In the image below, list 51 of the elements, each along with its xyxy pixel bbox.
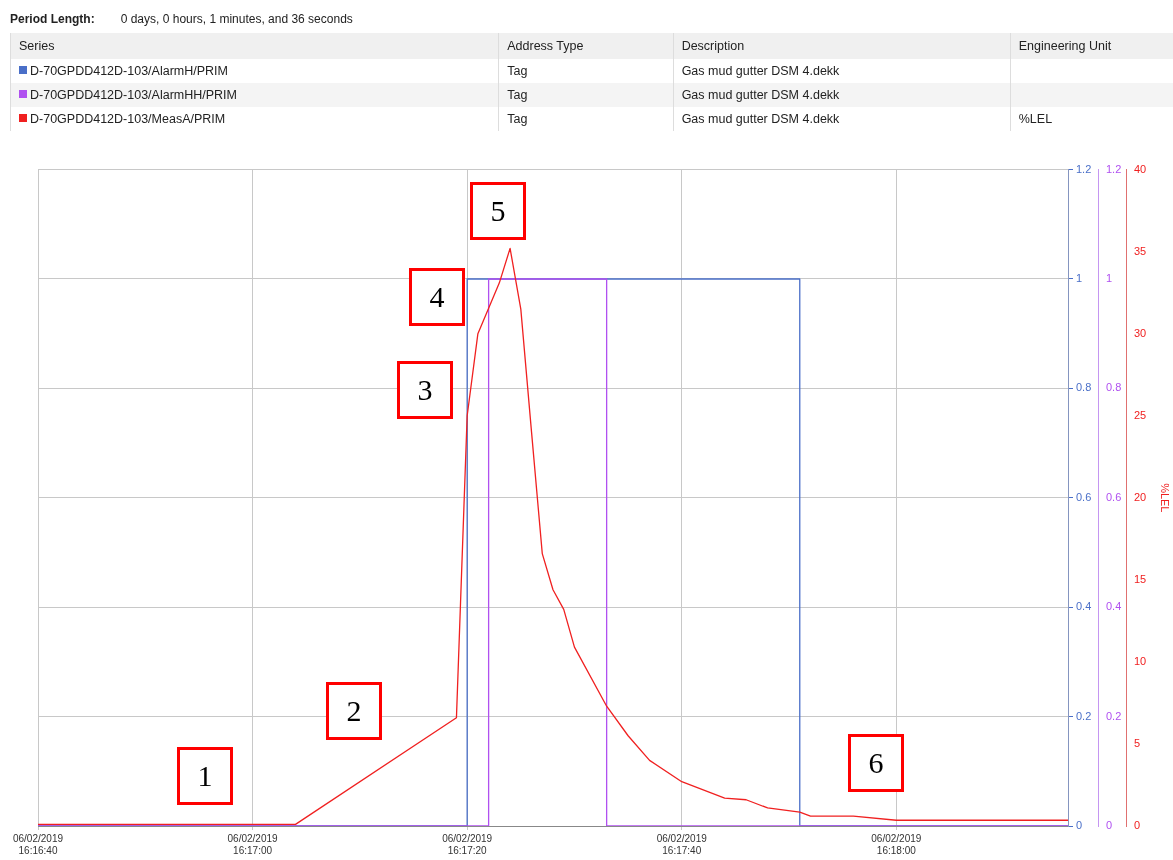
y3-tick-label: 10 <box>1134 654 1147 667</box>
text: Gas mud gutter DSM 4.dekk <box>673 107 1011 131</box>
y3-axis-title: %LEL <box>1159 483 1172 513</box>
y-tick-label: 0.6 <box>1076 490 1092 503</box>
y3-tick-label: 30 <box>1134 326 1147 339</box>
y-tick-label: 0.8 <box>1076 381 1092 394</box>
y-tick-label: 0.4 <box>1076 600 1092 613</box>
y3-tick-label: 15 <box>1134 572 1147 585</box>
x-tick-label: 06/02/2019 16:17:20 <box>442 832 493 856</box>
legend-label: D-70GPDD412D-103/MeasA/PRIM <box>10 107 499 131</box>
y3-tick-label: 20 <box>1134 490 1147 503</box>
y3-tick-label: 35 <box>1134 244 1147 257</box>
legend-label: D-70GPDD412D-103/AlarmH/PRIM <box>10 59 499 83</box>
annotation: 6 <box>848 734 904 792</box>
annotation: 2 <box>326 682 382 740</box>
y3-tick-label: 0 <box>1134 819 1141 832</box>
text: 0 days, 0 hours, 1 minutes, and 36 seconds <box>120 12 353 26</box>
text: %LEL <box>1010 107 1173 131</box>
y-tick-label: 1.2 <box>1076 162 1092 175</box>
annotation: 3 <box>397 361 453 419</box>
y-tick-label: 0 <box>1076 819 1083 832</box>
y2-tick-label: 1 <box>1106 272 1113 285</box>
annotation: 5 <box>470 182 526 240</box>
text: Tag <box>498 59 674 83</box>
text: Gas mud gutter DSM 4.dekk <box>673 59 1011 83</box>
text: Tag <box>498 83 674 107</box>
y-tick-label: 0.2 <box>1076 709 1092 722</box>
legend-label: D-70GPDD412D-103/AlarmHH/PRIM <box>10 83 499 107</box>
y2-tick-label: 0 <box>1106 819 1113 832</box>
annotation: 1 <box>177 747 233 805</box>
x-tick-label: 06/02/2019 16:16:40 <box>12 832 64 856</box>
text: Description <box>673 33 1011 59</box>
y2-tick-label: 0.6 <box>1106 490 1122 503</box>
y2-tick-label: 0.2 <box>1106 709 1122 722</box>
legend-title: Series <box>10 33 499 59</box>
x-tick-label: 06/02/2019 16:17:40 <box>656 832 708 856</box>
text: Engineering Unit <box>1010 33 1173 59</box>
x-tick-label: 06/02/2019 16:17:00 <box>227 832 279 856</box>
x-tick-label: 06/02/2019 16:18:00 <box>871 832 922 856</box>
y-tick-label: 1 <box>1076 272 1083 285</box>
text: Period Length: <box>10 12 95 26</box>
text: Address Type <box>498 33 674 59</box>
text: Gas mud gutter DSM 4.dekk <box>673 83 1011 107</box>
annotation: 4 <box>409 268 465 326</box>
y3-tick-label: 25 <box>1134 408 1147 421</box>
y3-tick-label: 5 <box>1134 736 1141 749</box>
y3-tick-label: 40 <box>1134 162 1147 175</box>
y2-tick-label: 1.2 <box>1106 162 1122 175</box>
text: Tag <box>498 107 674 131</box>
y2-tick-label: 0.8 <box>1106 381 1122 394</box>
y2-tick-label: 0.4 <box>1106 600 1122 613</box>
